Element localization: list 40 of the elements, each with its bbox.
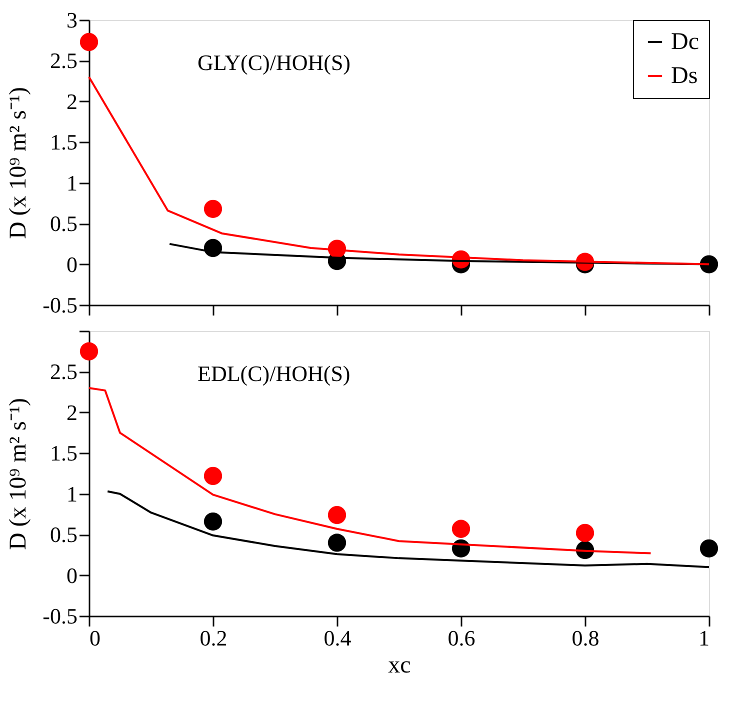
y-tick-label: -0.5	[42, 292, 78, 318]
y-axis-title: D (x 10⁹ m² s⁻¹)	[6, 398, 32, 550]
y-tick-label: 2	[66, 88, 78, 114]
point	[204, 512, 222, 531]
point	[452, 520, 470, 538]
y-axis-title: D (x 10⁹ m² s⁻¹)	[6, 86, 32, 240]
annotation: GLY(C)/HOH(S)	[198, 50, 351, 75]
legend-label: Ds	[671, 63, 698, 89]
legend-label: Dc	[671, 29, 699, 55]
y-tick-label: 3	[66, 8, 78, 32]
y-tick-label: -0.5	[42, 604, 78, 628]
x-tick-label: 0.2	[200, 626, 228, 650]
point	[576, 524, 594, 542]
point	[700, 255, 718, 274]
y-tick-label: 2.5	[50, 359, 78, 384]
y-tick-label: 0.5	[50, 211, 78, 236]
x-tick-label: 0.8	[572, 626, 600, 650]
point	[204, 466, 222, 486]
y-tick-label: 1.5	[50, 440, 78, 466]
y-tick-label: 1	[66, 170, 78, 196]
x-tick-label: 1	[698, 626, 710, 650]
annotation: EDL(C)/HOH(S)	[198, 360, 350, 386]
line-series	[106, 490, 710, 568]
point	[328, 534, 346, 552]
y-tick-label: 0.5	[50, 522, 78, 548]
x-axis-title: xc	[388, 652, 411, 678]
y-tick-label: 2	[66, 400, 78, 425]
x-tick-label: 0	[90, 626, 100, 650]
point	[700, 539, 718, 558]
y-tick-label: 0	[66, 252, 78, 277]
y-tick-label: 1.5	[50, 130, 78, 155]
point	[80, 342, 98, 360]
point	[204, 200, 222, 218]
point	[328, 506, 346, 524]
x-tick-label: 0.4	[324, 626, 352, 650]
y-tick-label: 2.5	[50, 48, 78, 74]
x-tick-label: 0.6	[448, 626, 476, 650]
y-tick-label: 1	[66, 481, 78, 506]
point	[80, 32, 98, 52]
y-tick-label: 0	[66, 562, 78, 588]
